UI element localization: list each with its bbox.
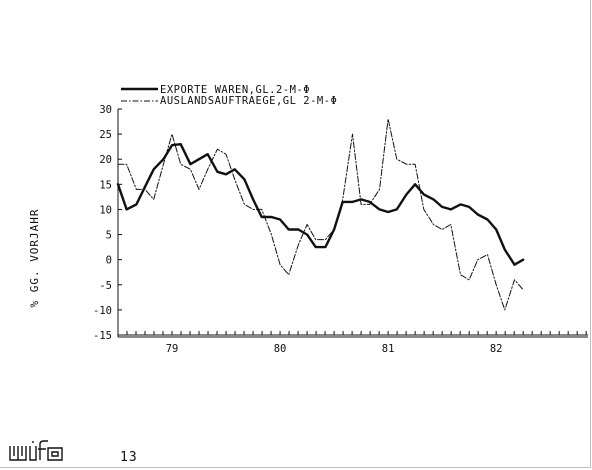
x-tick-label: 79 [166, 343, 179, 355]
y-tick-label: 15 [99, 179, 112, 191]
y-tick-label: 0 [106, 255, 112, 267]
y-tick-label: -10 [93, 305, 112, 317]
wifo-logo-mark [9, 440, 63, 461]
x-tick-label: 82 [490, 343, 503, 355]
series-line-exports [116, 142, 525, 266]
y-tick-label: 10 [99, 204, 112, 216]
y-ticks: -15 -10 -5 0 5 10 15 20 25 30 [93, 104, 122, 342]
y-tick-label: 25 [99, 129, 112, 141]
wifo-logo [8, 438, 66, 466]
y-tick-label: 5 [106, 230, 112, 242]
series-layer [116, 118, 525, 311]
y-tick-label: 30 [99, 104, 112, 116]
x-tick-label: 81 [382, 343, 395, 355]
x-ticks: 79 80 81 82 [117, 331, 587, 355]
page-number: 13 [120, 450, 138, 465]
legend: EXPORTE WAREN,GL.2-M-Φ AUSLANDSAUFTRAEGE… [121, 84, 337, 107]
y-tick-label: -15 [93, 330, 112, 342]
y-tick-label: -5 [99, 280, 112, 292]
y-axis-title: % GG. VORJAHR [28, 208, 41, 307]
y-tick-label: 20 [99, 154, 112, 166]
line-chart: % GG. VORJAHR EXPORTE WAREN,GL.2-M-Φ AUS… [28, 84, 588, 355]
x-tick-label: 80 [274, 343, 287, 355]
series-line-orders [117, 118, 524, 311]
legend-label-exports: EXPORTE WAREN,GL.2-M-Φ [160, 84, 310, 96]
legend-label-orders: AUSLANDSAUFTRAEGE,GL 2-M-Φ [160, 95, 337, 107]
